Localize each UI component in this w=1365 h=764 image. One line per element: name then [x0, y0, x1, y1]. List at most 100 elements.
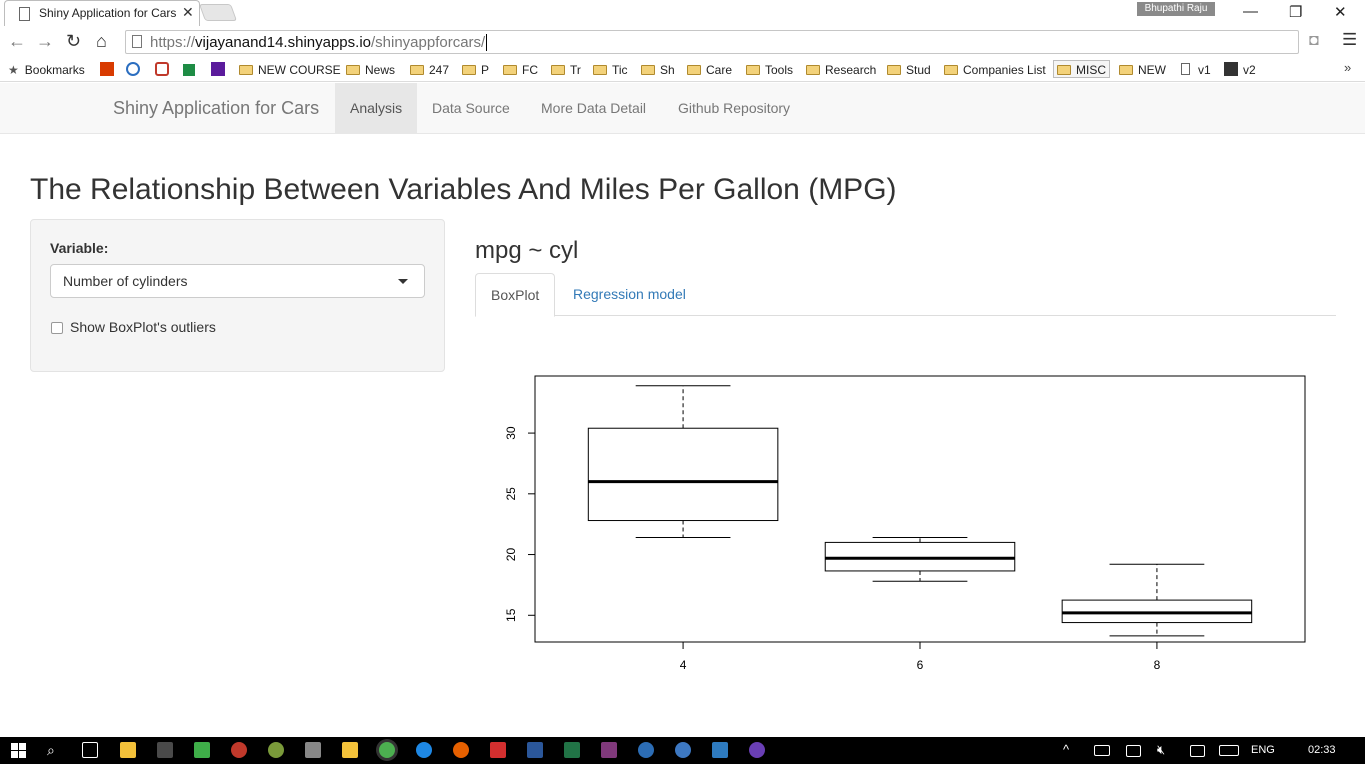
address-bar[interactable]: https://vijayanand14.shinyapps.io/shinya… [125, 30, 1299, 54]
file-explorer-icon[interactable] [120, 742, 136, 758]
bookmark-folder[interactable]: Sh [641, 61, 675, 79]
url-text[interactable]: https://vijayanand14.shinyapps.io/shinya… [150, 34, 488, 51]
folder-icon [346, 65, 360, 75]
profile-badge[interactable]: Bhupathi Raju [1137, 2, 1215, 16]
chrome-icon[interactable] [379, 742, 395, 758]
nav-data-source[interactable]: Data Source [432, 100, 510, 116]
page-title: The Relationship Between Variables And M… [30, 173, 897, 206]
excel-icon[interactable] [564, 742, 580, 758]
tab-regression-model[interactable]: Regression model [573, 286, 686, 302]
folder-icon [239, 65, 253, 75]
bookmark-folder[interactable]: Stud [887, 61, 931, 79]
bookmark-folder[interactable]: Research [806, 61, 876, 79]
notifications-icon[interactable] [1190, 745, 1205, 757]
folder-icon [806, 65, 820, 75]
box-6 [824, 541, 1016, 572]
bookmark-folder[interactable]: Companies List [944, 61, 1046, 79]
folder-icon [1057, 65, 1071, 75]
bookmarks-item[interactable]: ★ Bookmarks [8, 63, 85, 77]
folder-icon [944, 65, 958, 75]
rstudio-icon[interactable] [675, 742, 691, 758]
bookmark-folder[interactable]: Tr [551, 61, 581, 79]
word-icon[interactable] [527, 742, 543, 758]
close-tab-icon[interactable]: ✕ [182, 4, 194, 20]
task-view-icon[interactable] [82, 742, 98, 758]
edge-icon[interactable] [416, 742, 432, 758]
plot-tabs: BoxPlot Regression model [475, 273, 1336, 317]
bookmark-folder[interactable]: Care [687, 61, 732, 79]
nav-analysis[interactable]: Analysis [335, 83, 418, 134]
folder-icon[interactable] [342, 742, 358, 758]
x-tick-label: 4 [680, 658, 687, 672]
browser-tab[interactable]: Shiny Application for Cars ✕ [4, 0, 200, 26]
battery-icon[interactable] [1094, 745, 1110, 756]
home-icon[interactable]: ⌂ [96, 31, 107, 51]
windows-taskbar: ⌕ ^ 🔇︎ ENG 02:33 [0, 737, 1365, 764]
taskbar-app-icon[interactable] [194, 742, 210, 758]
y-tick-label: 30 [504, 426, 518, 440]
bookmark-site-icon[interactable] [183, 61, 195, 79]
bookmark-folder[interactable]: NEW [1119, 61, 1166, 79]
taskbar-app-icon[interactable] [712, 742, 728, 758]
taskbar-app-icon[interactable] [749, 742, 765, 758]
nav-github-repository[interactable]: Github Repository [678, 100, 791, 116]
calculator-icon[interactable] [305, 742, 321, 758]
bookmark-site-icon[interactable] [155, 61, 169, 79]
folder-icon [503, 65, 517, 75]
bookmark-folder[interactable]: P [462, 61, 489, 79]
menu-icon[interactable]: ☰ [1342, 30, 1358, 49]
forward-icon[interactable]: → [36, 31, 54, 51]
box-8 [1061, 599, 1253, 624]
tab-boxplot[interactable]: BoxPlot [475, 273, 556, 317]
variable-select[interactable]: Number of cylinders [50, 264, 425, 298]
back-icon[interactable]: ← [8, 31, 26, 51]
input-language[interactable]: ENG [1251, 744, 1275, 756]
taskbar-app-icon[interactable] [157, 742, 173, 758]
chevron-up-icon[interactable]: ^ [1063, 742, 1070, 757]
pdf-icon[interactable] [490, 742, 506, 758]
search-icon[interactable]: ⌕ [47, 742, 55, 758]
onenote-icon[interactable] [601, 742, 617, 758]
folder-icon [746, 65, 760, 75]
bookmark-site-icon[interactable] [100, 61, 114, 79]
bookmark-folder[interactable]: MISC [1053, 60, 1110, 78]
new-tab-button[interactable] [198, 4, 238, 21]
taskbar-app-icon[interactable] [268, 742, 284, 758]
outliers-label[interactable]: Show BoxPlot's outliers [70, 319, 216, 335]
keyboard-icon[interactable] [1219, 745, 1239, 756]
folder-icon [462, 65, 476, 75]
folder-icon [593, 65, 607, 75]
windows-start-icon[interactable] [11, 743, 26, 758]
app-navbar: Shiny Application for Cars Analysis Data… [0, 83, 1365, 134]
bookmark-page[interactable]: v2 [1224, 61, 1256, 79]
close-window-icon[interactable]: ✕ [1334, 4, 1347, 21]
bookmark-folder[interactable]: Tools [746, 61, 793, 79]
chevron-down-icon [398, 279, 408, 284]
outliers-checkbox[interactable] [51, 322, 63, 334]
more-bookmarks-icon[interactable]: » [1344, 60, 1352, 75]
bookmark-folder[interactable]: 247 [410, 61, 449, 79]
r-icon[interactable] [638, 742, 654, 758]
bookmark-site-icon[interactable] [211, 61, 225, 79]
system-clock[interactable]: 02:33 [1308, 744, 1336, 756]
reload-icon[interactable]: ↻ [66, 31, 82, 51]
nav-more-data-detail[interactable]: More Data Detail [541, 100, 647, 116]
x-tick-label: 6 [917, 658, 924, 672]
network-icon[interactable] [1126, 745, 1141, 757]
bookmark-folder[interactable]: NEW COURSE [239, 61, 341, 79]
restore-icon[interactable]: ❐ [1289, 4, 1303, 21]
minimize-icon[interactable]: — [1243, 3, 1258, 20]
bookmark-page[interactable]: v1 [1181, 61, 1211, 79]
bookmark-folder[interactable]: Tic [593, 61, 628, 79]
bookmark-site-icon[interactable] [126, 61, 140, 79]
camera-icon[interactable]: ◘ [1309, 32, 1319, 49]
bookmark-folder[interactable]: News [346, 61, 395, 79]
taskbar-app-icon[interactable] [231, 742, 247, 758]
bookmark-folder[interactable]: FC [503, 61, 538, 79]
volume-muted-icon[interactable]: 🔇︎ [1157, 742, 1166, 757]
y-tick-label: 20 [504, 548, 518, 562]
firefox-icon[interactable] [453, 742, 469, 758]
browser-tab-strip: Shiny Application for Cars ✕ Bhupathi Ra… [0, 0, 1365, 26]
folder-icon [551, 65, 565, 75]
app-brand[interactable]: Shiny Application for Cars [113, 98, 320, 118]
